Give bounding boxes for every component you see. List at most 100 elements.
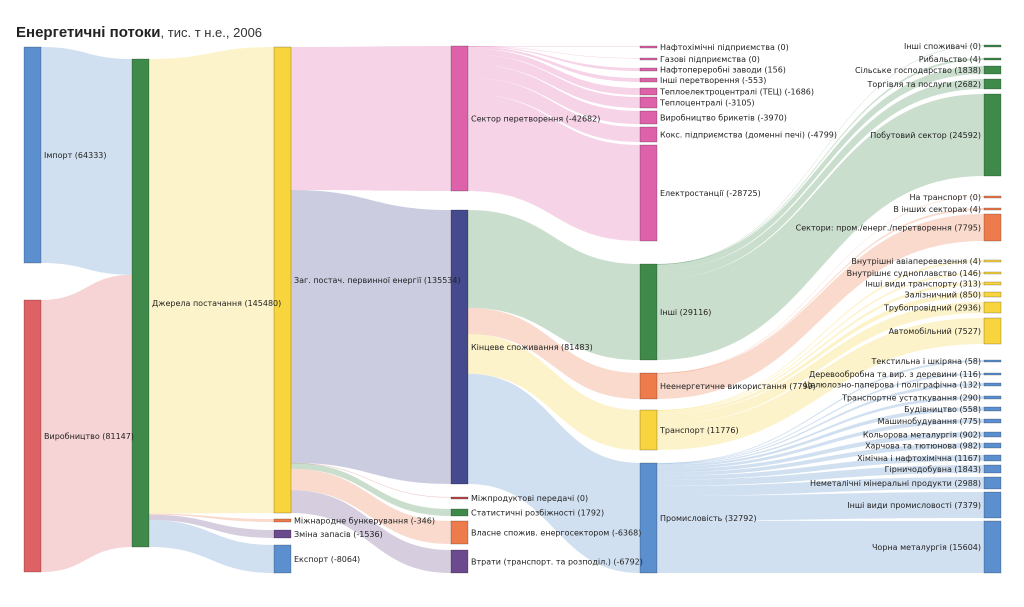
sankey-link-other-o4 (657, 79, 984, 279)
sankey-label-import: Імпорт (64333) (44, 151, 107, 160)
sankey-label-prod: Виробництво (81147) (44, 432, 134, 441)
sankey-node-n1 (983, 195, 1002, 199)
sankey-link-trans-t6 (468, 54, 640, 108)
sankey-label-loss: Втрати (транспорт. та розподіл.) (-6792) (471, 558, 643, 567)
sankey-link-trans-t3 (468, 46, 640, 71)
sankey-link-ind-i8 (657, 443, 984, 476)
sankey-node-r5 (983, 301, 1002, 314)
sankey-link-fin-other (468, 210, 640, 360)
sankey-node-prod (23, 299, 42, 573)
sankey-label-r4: Залізничний (850) (905, 291, 981, 300)
sankey-label-i12: Інші види промисловості (7379) (847, 501, 981, 510)
sankey-node-i9 (983, 454, 1002, 462)
sankey-link-ind-i6 (657, 419, 984, 470)
chart-subtitle: , тис. т н.е., 2006 (160, 25, 263, 40)
sankey-node-i5 (983, 406, 1002, 412)
sankey-label-i3: Целюлозно-паперова і поліграфічна (132) (804, 381, 981, 390)
sankey-node-r3 (983, 281, 1002, 286)
sankey-link-fin-ind (468, 373, 640, 573)
sankey-node-r6 (983, 317, 1002, 345)
sankey-link-nonen-n3 (657, 214, 984, 399)
sankey-node-i12 (983, 491, 1002, 519)
sankey-label-nonen: Неенергетичне використання (7799) (660, 382, 816, 391)
sankey-link-ind-i3 (657, 383, 984, 465)
sankey-node-stock (273, 529, 292, 539)
sankey-label-o3: Сільське господарство (1838) (855, 66, 981, 75)
sankey-link-trans-t4 (468, 46, 640, 82)
sankey-label-transp: Транспорт (11776) (659, 426, 739, 435)
sankey-node-t1 (639, 45, 658, 49)
sankey-node-own (450, 520, 469, 545)
sankey-link-ind-i1 (657, 360, 984, 464)
sankey-node-i3 (983, 382, 1002, 387)
chart-title: Енергетичні потоки (16, 24, 161, 41)
sankey-label-other: Інші (29116) (660, 308, 711, 317)
sankey-link-nonen-n1 (657, 196, 984, 374)
sankey-node-t2 (639, 57, 658, 61)
sankey-link-src-exp (149, 519, 274, 573)
sankey-node-i10 (983, 464, 1002, 474)
sankey-link-other-o2 (657, 58, 984, 265)
sankey-node-tpes (273, 46, 292, 514)
sankey-label-o4: Торгівля та послуги (2682) (867, 80, 982, 89)
sankey-node-r4 (983, 291, 1002, 298)
sankey-link-ind-i4 (657, 396, 984, 465)
chart-title-block: Енергетичні потоки, тис. т н.е., 2006 (16, 24, 262, 41)
sankey-label-bunk: Міжнародне бункерування (-346) (294, 517, 435, 526)
sankey-link-transp-r1 (657, 260, 984, 411)
sankey-label-r5: Трубопровідний (2936) (883, 304, 981, 313)
sankey-link-transp-r6 (657, 318, 984, 450)
sankey-nodes (23, 44, 1002, 574)
sankey-node-r1 (983, 259, 1002, 263)
sankey-link-src-stock (149, 514, 274, 538)
sankey-label-i10: Гірничодобувна (1843) (885, 465, 981, 474)
sankey-node-i6 (983, 418, 1002, 424)
sankey-node-loss (450, 549, 469, 574)
sankey-link-other-o1 (657, 45, 984, 265)
sankey-label-n2: В інших секторах (4) (893, 205, 981, 214)
sankey-node-r2 (983, 271, 1002, 275)
sankey-label-t4: Інші перетворення (-553) (660, 76, 766, 85)
sankey-link-ind-i13 (657, 520, 984, 573)
sankey-link-ind-i12 (657, 492, 984, 521)
sankey-label-r1: Внутрішні авіаперевезення (4) (851, 257, 981, 266)
sankey-node-t8 (639, 126, 658, 143)
sankey-link-trans-t7 (468, 64, 640, 124)
sankey-link-other-o3 (657, 66, 984, 271)
sankey-label-t5: Теплоелектроцентралі (ТЕЦ) (-1686) (659, 88, 814, 97)
sankey-node-n2 (983, 207, 1002, 211)
sankey-link-trans-t5 (468, 48, 640, 95)
sankey-link-tpes-fin (291, 189, 451, 484)
sankey-node-o2 (983, 57, 1002, 61)
sankey-node-trans (450, 45, 469, 192)
sankey-node-i2 (983, 372, 1002, 376)
sankey-label-tpes: Заг. постач. первинної енергії (135534) (294, 276, 461, 285)
sankey-label-fin: Кінцеве споживання (81483) (471, 343, 593, 352)
sankey-node-o3 (983, 65, 1002, 75)
sankey-label-i6: Машинобудування (775) (878, 417, 981, 426)
sankey-node-bunk (273, 518, 292, 523)
sankey-node-t4 (639, 77, 658, 83)
sankey-label-src: Джерела постачання (145480) (152, 299, 281, 308)
sankey-label-o5: Побутовий сектор (24592) (870, 131, 981, 140)
sankey-node-o5 (983, 93, 1002, 177)
sankey-label-i7: Кольорова металургія (902) (863, 431, 981, 440)
sankey-link-trans-t1 (468, 46, 640, 47)
sankey-node-n3 (983, 213, 1002, 242)
sankey-label-trans: Сектор перетворення (-42682) (471, 115, 600, 124)
sankey-node-o4 (983, 78, 1002, 90)
sankey-node-fin (450, 209, 469, 485)
sankey-node-nonen (639, 372, 658, 400)
sankey-link-tpes-interp (291, 462, 451, 498)
sankey-node-t7 (639, 110, 658, 125)
sankey-label-interp: Міжпродуктові передачі (0) (471, 494, 588, 503)
sankey-label-i5: Будівництво (558) (904, 405, 981, 414)
sankey-label-i2: Деревообробна та вир. з деревини (116) (809, 370, 981, 379)
sankey-node-i4 (983, 395, 1002, 400)
sankey-label-i1: Текстильна і шкіряна (58) (870, 357, 981, 366)
sankey-label-exp: Експорт (-8064) (294, 555, 360, 564)
sankey-link-other-o5 (657, 94, 984, 360)
sankey-label-t3: Нафтопереробні заводи (156) (660, 66, 786, 75)
